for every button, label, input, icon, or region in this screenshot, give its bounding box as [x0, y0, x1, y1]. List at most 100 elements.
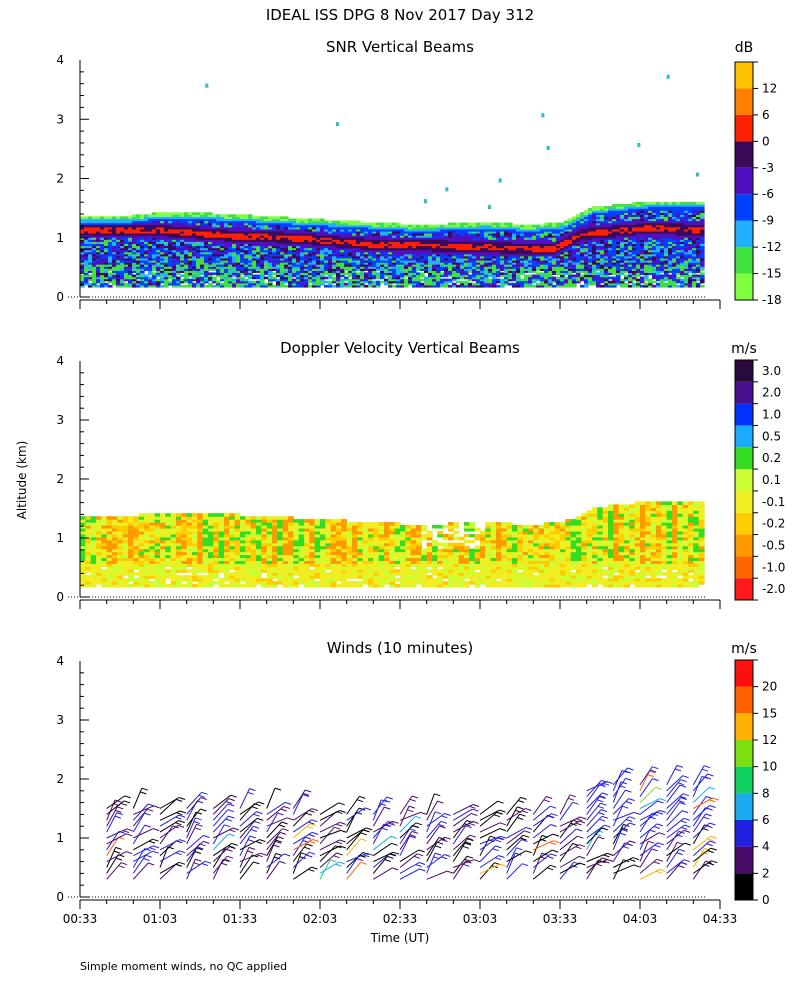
snr-cell	[420, 239, 425, 242]
snr-cell	[200, 222, 205, 226]
snr-cell	[500, 249, 505, 253]
snr-cell	[636, 235, 641, 238]
snr-cell	[296, 218, 301, 222]
snr-cell	[568, 233, 573, 236]
snr-cell	[152, 274, 157, 278]
snr-cell	[184, 243, 189, 247]
snr-cell	[632, 210, 637, 213]
snr-cell	[300, 228, 305, 232]
snr-cell	[232, 239, 237, 242]
snr-cell	[324, 272, 329, 276]
snr-cell	[568, 226, 573, 230]
snr-cell	[320, 235, 325, 238]
snr-cell	[684, 272, 689, 276]
snr-cell	[616, 228, 621, 232]
snr-cell	[124, 262, 129, 265]
snr-cell	[272, 226, 277, 230]
snr-cell	[240, 237, 245, 240]
snr-cell	[132, 228, 137, 232]
snr-cell	[316, 282, 321, 286]
snr-cell	[476, 230, 481, 234]
snr-cell	[184, 218, 189, 222]
snr-cell	[612, 214, 617, 217]
snr-cell	[180, 220, 185, 224]
snr-cell	[348, 280, 353, 284]
snr-cell	[452, 245, 457, 249]
snr-cell	[156, 245, 161, 249]
snr-cell	[496, 245, 501, 249]
snr-cell	[120, 266, 125, 269]
snr-cell	[404, 257, 409, 261]
snr-cell	[444, 262, 449, 265]
snr-cell	[572, 276, 577, 280]
snr-cell	[548, 224, 553, 228]
snr-cell	[268, 264, 273, 267]
snr-cell	[248, 249, 253, 253]
snr-cell	[504, 230, 509, 234]
snr-cell	[456, 228, 461, 232]
snr-cell	[592, 226, 597, 230]
snr-cell	[624, 216, 629, 220]
snr-cell	[220, 266, 225, 269]
snr-cell	[680, 235, 685, 238]
snr-cell	[488, 264, 493, 267]
snr-cell	[656, 282, 661, 286]
snr-cell	[644, 274, 649, 278]
snr-cell	[92, 226, 97, 230]
snr-cell	[440, 228, 445, 232]
snr-cell	[160, 235, 165, 238]
snr-cell	[596, 245, 601, 249]
snr-cell	[608, 266, 613, 269]
snr-cell	[228, 226, 233, 230]
snr-cell	[416, 239, 421, 242]
snr-cell	[592, 272, 597, 276]
snr-cell	[348, 266, 353, 269]
snr-cell	[636, 262, 641, 265]
snr-cell	[432, 228, 437, 232]
snr-cell	[528, 266, 533, 269]
snr-cell	[488, 280, 493, 284]
snr-cell	[444, 280, 449, 284]
snr-cell	[168, 251, 173, 255]
snr-cell	[592, 208, 597, 211]
snr-cell	[528, 262, 533, 265]
snr-cell	[348, 268, 353, 271]
snr-cell	[92, 237, 97, 240]
snr-cell	[164, 278, 169, 282]
snr-cell	[332, 255, 337, 259]
snr-cell	[376, 235, 381, 238]
snr-cell	[224, 228, 229, 232]
snr-cell	[144, 214, 149, 217]
snr-cell	[80, 220, 85, 224]
snr-cell	[680, 282, 685, 286]
snr-cell	[464, 274, 469, 278]
snr-cell	[440, 264, 445, 267]
snr-cell	[292, 218, 297, 222]
snr-cell	[612, 247, 617, 251]
snr-cell	[576, 243, 581, 247]
snr-cell	[180, 268, 185, 271]
snr-cell	[232, 257, 237, 261]
snr-cell	[288, 270, 293, 273]
snr-cell	[420, 268, 425, 271]
snr-cell	[368, 264, 373, 267]
snr-cell	[140, 233, 145, 236]
snr-cell	[192, 239, 197, 242]
snr-cell	[300, 257, 305, 261]
snr-cell	[364, 233, 369, 236]
snr-cell	[416, 268, 421, 271]
snr-cell	[484, 270, 489, 273]
snr-cell	[156, 220, 161, 224]
snr-cell	[608, 264, 613, 267]
snr-cell	[580, 247, 585, 251]
snr-cell	[200, 276, 205, 280]
snr-cell	[460, 245, 465, 249]
snr-cell	[656, 278, 661, 282]
snr-cell	[348, 253, 353, 257]
snr-cell	[160, 214, 165, 217]
snr-cell	[304, 274, 309, 278]
snr-cell	[636, 228, 641, 232]
snr-cell	[584, 241, 589, 244]
snr-cell	[548, 228, 553, 232]
snr-cell	[588, 224, 593, 228]
